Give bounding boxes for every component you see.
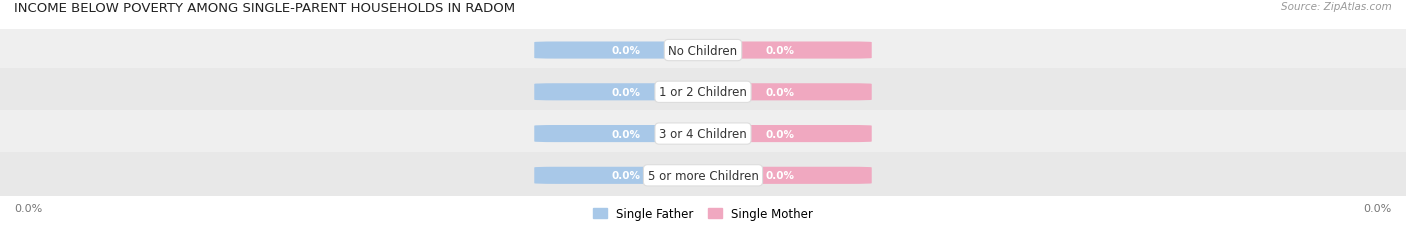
FancyBboxPatch shape	[689, 84, 872, 101]
FancyBboxPatch shape	[0, 152, 1406, 199]
FancyBboxPatch shape	[0, 111, 1406, 157]
Text: 0.0%: 0.0%	[14, 203, 42, 213]
FancyBboxPatch shape	[689, 167, 872, 184]
FancyBboxPatch shape	[0, 69, 1406, 116]
Text: 0.0%: 0.0%	[612, 170, 640, 181]
Text: 0.0%: 0.0%	[766, 87, 794, 97]
FancyBboxPatch shape	[534, 42, 717, 59]
Text: INCOME BELOW POVERTY AMONG SINGLE-PARENT HOUSEHOLDS IN RADOM: INCOME BELOW POVERTY AMONG SINGLE-PARENT…	[14, 2, 515, 15]
FancyBboxPatch shape	[534, 84, 717, 101]
Text: 5 or more Children: 5 or more Children	[648, 169, 758, 182]
Text: No Children: No Children	[668, 44, 738, 57]
Text: 0.0%: 0.0%	[612, 87, 640, 97]
Legend: Single Father, Single Mother: Single Father, Single Mother	[588, 203, 818, 225]
Text: 0.0%: 0.0%	[766, 170, 794, 181]
Text: 0.0%: 0.0%	[1364, 203, 1392, 213]
Text: 1 or 2 Children: 1 or 2 Children	[659, 86, 747, 99]
FancyBboxPatch shape	[534, 125, 717, 143]
Text: 0.0%: 0.0%	[612, 46, 640, 56]
Text: Source: ZipAtlas.com: Source: ZipAtlas.com	[1281, 2, 1392, 12]
FancyBboxPatch shape	[534, 167, 717, 184]
FancyBboxPatch shape	[689, 42, 872, 59]
FancyBboxPatch shape	[0, 27, 1406, 74]
Text: 3 or 4 Children: 3 or 4 Children	[659, 128, 747, 140]
Text: 0.0%: 0.0%	[766, 46, 794, 56]
FancyBboxPatch shape	[689, 125, 872, 143]
Text: 0.0%: 0.0%	[766, 129, 794, 139]
Text: 0.0%: 0.0%	[612, 129, 640, 139]
